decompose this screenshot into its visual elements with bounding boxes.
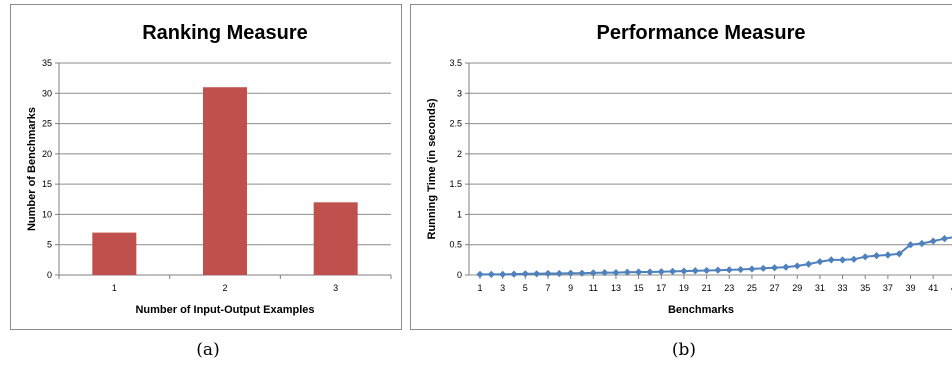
data-point <box>804 260 813 268</box>
x-tick-label: 15 <box>634 283 644 293</box>
x-tick-label: 7 <box>545 283 550 293</box>
x-tick-label: 9 <box>568 283 573 293</box>
x-tick-label: 3 <box>333 283 338 293</box>
y-tick-label: 1.5 <box>449 179 462 189</box>
data-point <box>816 258 824 266</box>
data-point <box>940 235 949 243</box>
data-point <box>589 269 597 277</box>
data-point <box>827 256 835 264</box>
data-point <box>918 239 926 248</box>
chart-title: Ranking Measure <box>142 22 308 44</box>
y-tick-label: 1 <box>457 209 462 219</box>
data-point <box>793 262 801 270</box>
data-point <box>838 256 847 264</box>
data-point <box>759 264 767 272</box>
data-point <box>635 268 643 276</box>
y-tick-label: 20 <box>42 149 52 159</box>
data-point <box>680 267 688 275</box>
data-point <box>544 269 552 278</box>
x-tick-label: 41 <box>928 283 938 293</box>
data-point <box>567 269 575 277</box>
x-tick-label: 31 <box>815 283 825 293</box>
data-point <box>906 241 915 249</box>
y-tick-label: 10 <box>42 209 52 219</box>
y-tick-label: 0.5 <box>449 240 462 250</box>
data-point <box>499 270 507 278</box>
data-point <box>714 266 722 274</box>
y-tick-label: 0 <box>47 270 52 280</box>
x-tick-label: 1 <box>477 283 482 293</box>
data-point <box>703 266 711 275</box>
data-point <box>476 270 484 278</box>
x-tick-label: 21 <box>702 283 712 293</box>
data-point <box>669 267 677 275</box>
ranking-measure-svg: Ranking Measure 0 5 10 15 20 25 30 35 1 2 3 Number o… <box>26 22 392 316</box>
x-tick-label: 3 <box>500 283 505 293</box>
data-point <box>736 265 745 274</box>
data-point <box>533 270 541 278</box>
data-point <box>770 264 779 272</box>
y-axis-label: Running Time (in seconds) <box>426 98 438 239</box>
y-tick-label: 2.5 <box>449 119 462 129</box>
data-point <box>929 237 937 245</box>
y-tick-label: 3.5 <box>449 58 462 68</box>
chart-title: Performance Measure <box>597 22 806 44</box>
x-axis-label: Benchmarks <box>668 304 734 316</box>
x-tick-label: 11 <box>589 283 598 293</box>
data-point <box>782 263 790 271</box>
data-point <box>691 267 699 275</box>
data-point <box>510 270 518 278</box>
data-point <box>601 268 609 277</box>
ranking-measure-chart: Ranking Measure 0 5 10 15 20 25 30 35 1 2 3 Number o… <box>10 4 402 330</box>
data-point <box>555 269 563 278</box>
performance-measure-chart: Performance Measure 0 0.5 1 1.5 2 2.5 3 3.5 1 3 5 7 9… <box>410 4 952 330</box>
y-tick-label: 35 <box>42 58 52 68</box>
x-tick-label: 39 <box>906 283 916 293</box>
x-axis-label: Number of Input-Output Examples <box>135 304 314 316</box>
bar <box>203 87 247 275</box>
data-point <box>521 270 529 278</box>
x-tick-label: 37 <box>883 283 893 293</box>
data-point <box>657 268 665 276</box>
x-tick-label: 2 <box>222 283 227 293</box>
y-tick-label: 15 <box>42 179 52 189</box>
x-tick-label: 35 <box>860 283 870 293</box>
x-tick-label: 5 <box>523 283 528 293</box>
data-point <box>895 250 903 258</box>
y-tick-label: 0 <box>457 270 462 280</box>
y-tick-label: 5 <box>47 240 52 250</box>
y-tick-label: 2 <box>457 149 462 159</box>
x-tick-label: 13 <box>611 283 621 293</box>
bar <box>92 232 137 275</box>
data-point <box>872 252 881 260</box>
data-point <box>861 253 869 261</box>
x-tick-label: 43 <box>951 283 952 293</box>
y-tick-label: 30 <box>42 88 52 98</box>
x-tick-label: 27 <box>770 283 780 293</box>
x-tick-label: 29 <box>792 283 802 293</box>
data-point <box>884 251 892 259</box>
x-tick-label: 33 <box>838 283 848 293</box>
x-tick-label: 25 <box>747 283 757 293</box>
data-point <box>646 268 654 276</box>
y-axis-label: Number of Benchmarks <box>26 107 38 231</box>
y-tick-label: 3 <box>457 88 462 98</box>
x-tick-label: 23 <box>724 283 734 293</box>
data-point <box>487 270 495 278</box>
data-point <box>748 265 756 273</box>
bar <box>313 202 358 275</box>
caption-b: (b) <box>671 340 697 360</box>
caption-a: (a) <box>196 340 220 360</box>
x-tick-label: 17 <box>656 283 666 293</box>
x-tick-label: 19 <box>679 283 689 293</box>
x-tick-label: 1 <box>112 283 117 293</box>
y-tick-label: 25 <box>42 119 52 129</box>
data-point <box>725 266 733 274</box>
data-point <box>850 255 858 263</box>
data-point <box>578 269 586 277</box>
